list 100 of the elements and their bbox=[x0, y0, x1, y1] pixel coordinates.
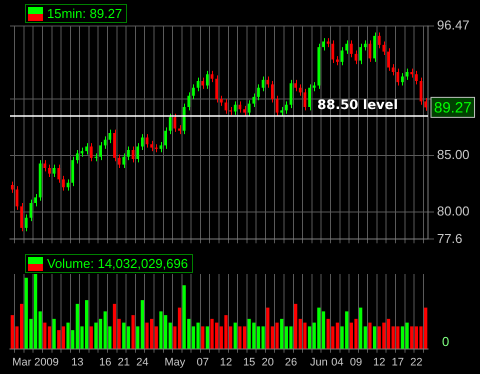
candlestick bbox=[20, 202, 24, 232]
candlestick bbox=[243, 105, 246, 117]
candlestick bbox=[382, 40, 386, 56]
chart-title: Volume: 14,032,029,696 bbox=[47, 256, 188, 271]
candlestick bbox=[336, 56, 339, 66]
x-tick-label: May bbox=[164, 356, 186, 368]
candlestick bbox=[373, 32, 376, 62]
x-tick-label: Mar 2009 bbox=[12, 356, 59, 368]
candlestick bbox=[210, 70, 214, 83]
candlestick bbox=[308, 84, 311, 111]
candlestick bbox=[48, 164, 51, 178]
candlestick bbox=[173, 113, 176, 132]
x-tick-label: 26 bbox=[284, 356, 298, 368]
candlestick bbox=[122, 152, 126, 169]
candlestick bbox=[127, 146, 130, 161]
candlestick bbox=[146, 134, 148, 148]
x-tick-label: 07 bbox=[196, 356, 209, 368]
bar bbox=[234, 322, 237, 349]
x-tick-label: 09 bbox=[350, 356, 362, 368]
candlestick bbox=[387, 48, 390, 72]
y-tick-label: 77.6 bbox=[437, 230, 462, 246]
candlestick bbox=[196, 77, 200, 92]
candlestick bbox=[99, 142, 102, 161]
bar bbox=[20, 304, 24, 349]
candlestick bbox=[262, 76, 265, 92]
x-tick-label: 24 bbox=[136, 356, 148, 368]
candlestick bbox=[140, 134, 144, 150]
candlestick bbox=[160, 142, 162, 153]
candlestick bbox=[364, 40, 367, 52]
candlestick bbox=[66, 178, 70, 192]
candlestick bbox=[24, 214, 28, 232]
candlestick bbox=[10, 181, 14, 194]
bar bbox=[131, 315, 135, 349]
candlestick bbox=[52, 164, 56, 178]
x-tick-label: 21 bbox=[118, 356, 130, 368]
chart-title: 15min: 89.27 bbox=[47, 6, 122, 21]
candlestick bbox=[424, 97, 428, 112]
bar bbox=[206, 326, 210, 349]
x-tick-label: 22 bbox=[410, 356, 423, 368]
x-tick-label: 13 bbox=[71, 356, 84, 368]
candlestick bbox=[312, 82, 316, 92]
bar bbox=[178, 308, 182, 349]
y-tick-label: 85.00 bbox=[437, 147, 470, 162]
candlestick bbox=[340, 46, 344, 66]
candlestick bbox=[420, 77, 422, 106]
bar bbox=[238, 326, 242, 349]
bar bbox=[275, 322, 279, 349]
candlestick bbox=[271, 80, 274, 103]
bar bbox=[52, 318, 56, 349]
x-tick-label: Jun bbox=[310, 356, 328, 368]
bar bbox=[196, 322, 200, 349]
candlestick bbox=[85, 142, 88, 155]
candlestick bbox=[284, 100, 288, 114]
x-tick-label: 16 bbox=[99, 356, 112, 368]
bar bbox=[242, 326, 246, 349]
candlestick bbox=[234, 100, 237, 116]
candlestick bbox=[164, 126, 167, 150]
x-tick-label: 12 bbox=[373, 356, 386, 368]
candlestick bbox=[276, 95, 278, 117]
bar bbox=[90, 326, 93, 349]
candlestick bbox=[354, 50, 358, 65]
candlestick bbox=[406, 68, 408, 80]
ref-line-label: 88.50 level bbox=[317, 98, 398, 113]
candlestick bbox=[187, 92, 190, 111]
candlestick bbox=[401, 72, 404, 86]
candlestick bbox=[30, 199, 32, 222]
bar bbox=[94, 322, 98, 349]
candlestick bbox=[345, 40, 348, 54]
x-tick-label: 15 bbox=[243, 356, 256, 368]
candlestick bbox=[220, 95, 223, 106]
candlestick bbox=[392, 64, 395, 76]
bar bbox=[400, 326, 404, 349]
bar bbox=[201, 326, 204, 349]
x-tick-label: 17 bbox=[392, 356, 404, 368]
candlestick bbox=[294, 79, 298, 92]
y-tick-label: 80.00 bbox=[437, 204, 470, 219]
candlestick bbox=[224, 98, 228, 114]
candlestick bbox=[192, 84, 195, 100]
bar bbox=[159, 311, 163, 349]
candlestick bbox=[322, 38, 325, 52]
candlestick bbox=[290, 79, 292, 109]
candlestick bbox=[206, 70, 209, 90]
candlestick bbox=[90, 142, 93, 162]
candlestick bbox=[414, 70, 418, 85]
candlestick bbox=[108, 129, 112, 144]
text: 89.27 bbox=[434, 99, 472, 116]
candlestick bbox=[43, 160, 46, 172]
candlestick bbox=[16, 186, 18, 210]
candlestick bbox=[368, 40, 372, 62]
candlestick bbox=[304, 88, 306, 111]
candlestick bbox=[257, 84, 260, 101]
bar bbox=[261, 326, 265, 349]
x-tick-label: 04 bbox=[331, 356, 344, 368]
bar bbox=[372, 326, 376, 349]
candlestick bbox=[34, 194, 37, 207]
bar bbox=[405, 322, 409, 349]
x-tick-label: 12 bbox=[220, 356, 232, 368]
candlestick bbox=[238, 100, 242, 114]
candlestick bbox=[350, 40, 353, 58]
candlestick bbox=[80, 147, 84, 158]
